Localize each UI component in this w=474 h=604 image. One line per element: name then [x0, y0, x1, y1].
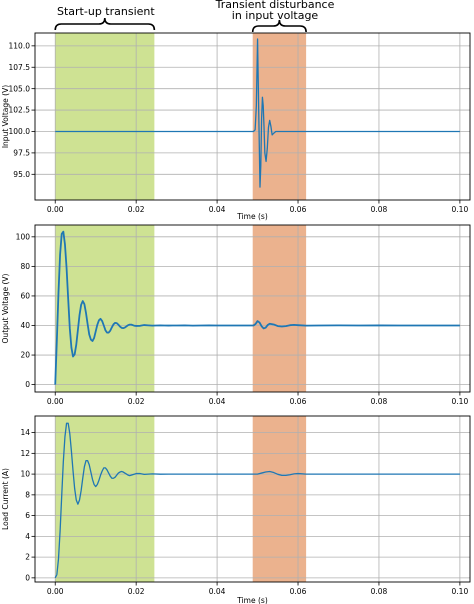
y-tick-label: 0: [25, 573, 30, 582]
disturbance-brace: [251, 19, 307, 33]
x-tick-label: 0.08: [371, 587, 388, 596]
x-axis-label: Time (s): [236, 212, 268, 221]
plot-frame: [34, 224, 471, 393]
y-tick-label: 4: [25, 532, 30, 541]
y-tick-label: 110.0: [9, 41, 31, 50]
y-axis-label: Input Voltage (V): [1, 85, 10, 148]
x-tick-label: 0.02: [128, 397, 145, 406]
x-tick-label: 0.04: [209, 397, 226, 406]
y-axis-label: Output Voltage (V): [1, 273, 10, 343]
y-tick-label: 97.5: [13, 148, 30, 157]
y-tick-label: 100.0: [9, 127, 31, 136]
disturbance-label-line1: Transient disturbance: [215, 0, 335, 11]
y-tick-label: 95.0: [13, 170, 30, 179]
x-tick-label: 0.02: [128, 205, 145, 214]
disturbance-label-line2: in input voltage: [231, 9, 319, 22]
x-tick-label: 0.06: [290, 397, 307, 406]
series-line: [55, 38, 460, 188]
y-tick-label: 10: [20, 470, 30, 479]
y-tick-label: 105.0: [9, 84, 31, 93]
startup-band: [55, 33, 155, 200]
y-axis-label: Load Current (A): [1, 468, 10, 530]
y-tick-label: 14: [20, 428, 30, 437]
disturbance-band: [252, 416, 307, 582]
x-tick-label: 0.00: [47, 587, 64, 596]
plot-frame: [34, 32, 471, 201]
x-tick-label: 0.04: [209, 205, 226, 214]
series-line: [54, 230, 460, 385]
x-tick-label: 0.02: [128, 587, 145, 596]
x-tick-label: 0.06: [290, 587, 307, 596]
y-tick-label: 107.5: [9, 63, 31, 72]
y-tick-label: 0: [25, 380, 30, 389]
subplot-3: 0.00 0.02 0.04 0.06 0.08 0.10 0 2 4 6 8 10 12 14 Time …: [1, 415, 471, 604]
y-tick-label: 20: [20, 351, 30, 360]
disturbance-band: [252, 225, 307, 392]
subplot-1: 0.00 0.02 0.04 0.06 0.08 0.10 95.0 97.5 100.0 102…: [1, 32, 471, 221]
subplot-2: 0.00 0.02 0.04 0.06 0.08 0.10 0 20 40 60 80 100 Outp…: [1, 224, 471, 406]
y-tick-label: 8: [25, 490, 30, 499]
series-line: [54, 422, 460, 579]
y-tick-label: 102.5: [9, 106, 31, 115]
x-tick-label: 0.10: [452, 397, 469, 406]
x-tick-label: 0.08: [371, 397, 388, 406]
x-tick-label: 0.10: [452, 205, 469, 214]
x-tick-label: 0.06: [290, 205, 307, 214]
y-tick-label: 80: [20, 262, 30, 271]
y-tick-label: 100: [16, 232, 31, 241]
x-tick-label: 0.00: [47, 397, 64, 406]
y-tick-label: 12: [20, 449, 30, 458]
x-tick-label: 0.08: [371, 205, 388, 214]
x-tick-label: 0.04: [209, 587, 226, 596]
startup-band: [55, 416, 155, 582]
y-tick-label: 6: [25, 511, 30, 520]
y-tick-label: 40: [20, 321, 30, 330]
startup-brace: [54, 17, 156, 31]
y-tick-label: 2: [25, 553, 30, 562]
startup-band: [55, 225, 155, 392]
y-tick-label: 60: [20, 292, 30, 301]
plot-frame: [34, 415, 471, 583]
x-axis-label: Time (s): [236, 596, 268, 604]
x-tick-label: 0.10: [452, 587, 469, 596]
startup-transient-label: Start-up transient: [57, 5, 155, 18]
x-tick-label: 0.00: [47, 205, 64, 214]
